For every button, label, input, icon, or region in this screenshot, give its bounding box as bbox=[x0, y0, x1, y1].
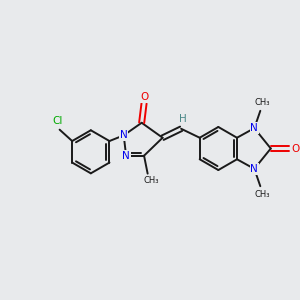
Text: N: N bbox=[122, 151, 130, 161]
Text: N: N bbox=[250, 164, 258, 174]
Text: N: N bbox=[120, 130, 128, 140]
Text: CH₃: CH₃ bbox=[143, 176, 159, 185]
Text: CH₃: CH₃ bbox=[254, 190, 270, 199]
Text: O: O bbox=[140, 92, 148, 102]
Text: H: H bbox=[179, 114, 187, 124]
Text: CH₃: CH₃ bbox=[254, 98, 270, 107]
Text: N: N bbox=[250, 123, 258, 133]
Text: Cl: Cl bbox=[52, 116, 62, 126]
Text: O: O bbox=[292, 143, 300, 154]
